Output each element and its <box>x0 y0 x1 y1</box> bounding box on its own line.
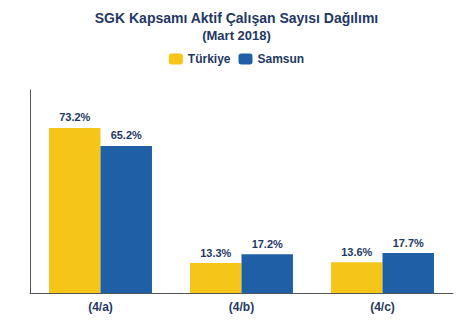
svg-text:Türkiye: Türkiye <box>188 52 231 66</box>
svg-text:73.2%: 73.2% <box>59 111 90 123</box>
svg-text:(4/b): (4/b) <box>229 300 254 314</box>
svg-text:17.7%: 17.7% <box>393 237 424 249</box>
svg-text:(4/a): (4/a) <box>88 300 113 314</box>
svg-text:17.2%: 17.2% <box>252 238 283 250</box>
svg-text:Samsun: Samsun <box>258 52 305 66</box>
svg-text:(4/c): (4/c) <box>370 300 395 314</box>
svg-text:65.2%: 65.2% <box>111 129 142 141</box>
svg-text:(Mart 2018): (Mart 2018) <box>202 28 271 43</box>
svg-text:SGK Kapsamı Aktif Çalışan Sayı: SGK Kapsamı Aktif Çalışan Sayısı Dağılım… <box>95 10 378 26</box>
svg-text:13.6%: 13.6% <box>341 246 372 258</box>
svg-text:13.3%: 13.3% <box>200 247 231 259</box>
